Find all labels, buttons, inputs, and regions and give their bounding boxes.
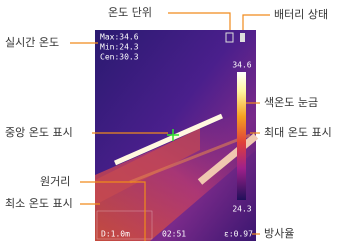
label: 최대 온도 표시	[264, 126, 332, 139]
min-readout: Min:24.3	[100, 43, 139, 52]
label: 배터리 상태	[274, 8, 328, 21]
center-readout: Cen:30.3	[100, 53, 139, 62]
scale-top: 34.6	[232, 61, 251, 70]
distance-readout: D:1.0m	[101, 230, 130, 239]
label: 방사율	[264, 227, 294, 240]
max-readout: Max:34.6	[100, 33, 139, 42]
label: 원거리	[40, 175, 70, 188]
emissivity-readout: ε:0.97	[224, 230, 253, 239]
thermal-image: Max:34.6 Min:24.3 Cen:30.3 34.6 24.3 D:1…	[95, 30, 256, 241]
diagram: Max:34.6 Min:24.3 Cen:30.3 34.6 24.3 D:1…	[0, 0, 346, 241]
label: 색온도 눈금	[264, 96, 318, 109]
label: 온도 단위	[108, 6, 152, 19]
label: 중앙 온도 표시	[5, 126, 73, 139]
time-readout: 02:51	[162, 230, 186, 239]
scale-bottom: 24.3	[232, 205, 251, 214]
label: 최소 온도 표시	[5, 197, 73, 210]
label: 실시간 온도	[5, 36, 59, 49]
